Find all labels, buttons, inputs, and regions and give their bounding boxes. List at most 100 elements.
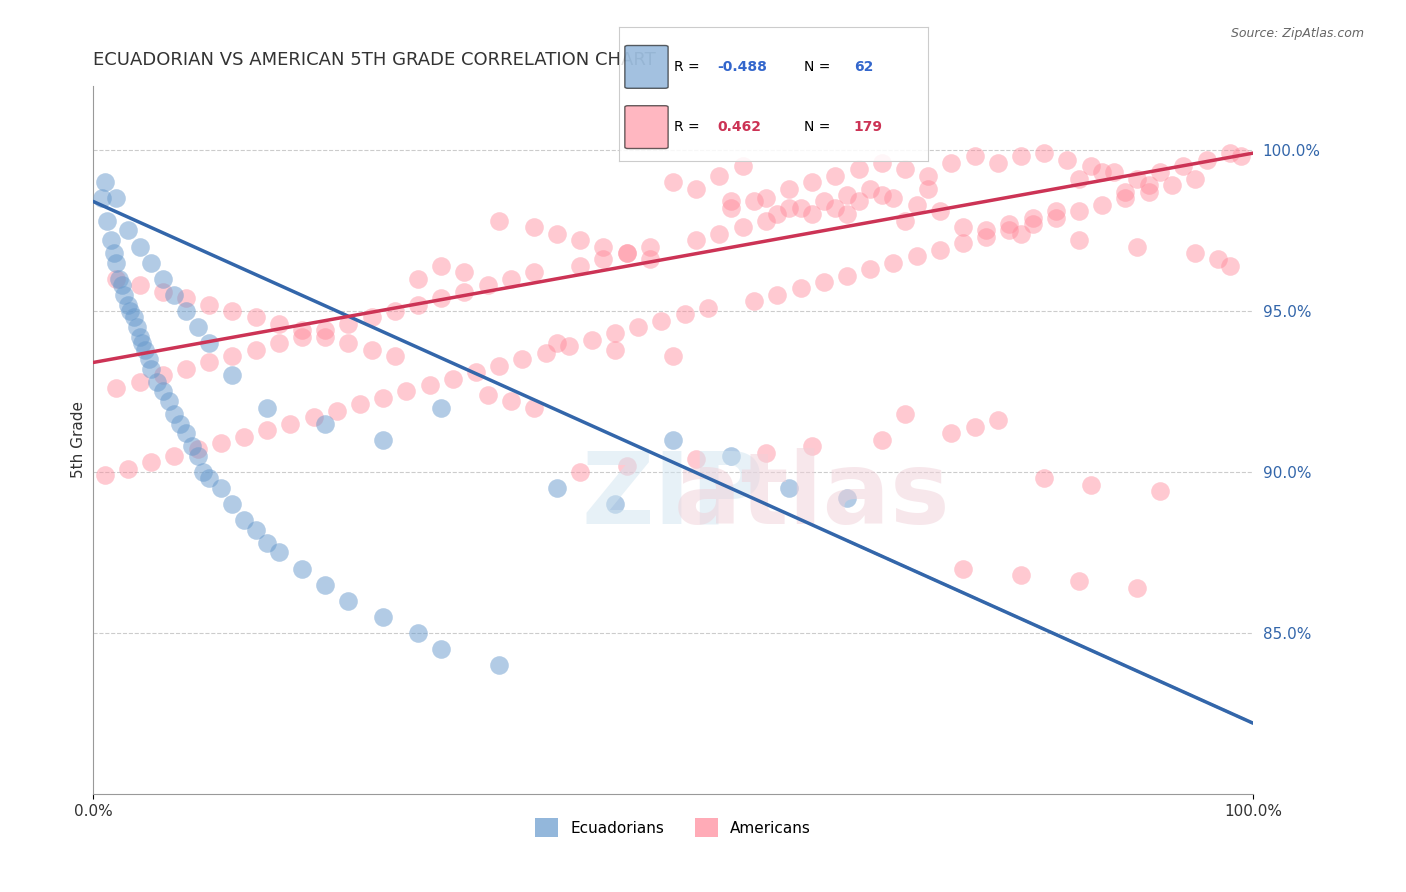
Point (477, 387, 499, 401)
Point (755, 214, 778, 228)
Text: 62: 62 (853, 60, 873, 74)
Point (267, 317, 290, 331)
Point (731, 159, 754, 173)
Point (974, 223, 997, 237)
Point (152, 285, 174, 299)
Point (430, 401, 453, 415)
Point (523, 401, 546, 415)
Point (1080, 159, 1102, 173)
Point (107, 271, 129, 285)
Point (105, 271, 128, 285)
Point (406, 297, 429, 311)
Text: R =: R = (675, 60, 704, 74)
Point (245, 523, 267, 537)
Point (685, 181, 707, 195)
Point (193, 465, 215, 479)
Point (406, 626, 429, 640)
Text: Source: ZipAtlas.com: Source: ZipAtlas.com (1230, 27, 1364, 40)
Point (221, 349, 243, 363)
Point (894, 162, 917, 177)
Point (742, 194, 765, 209)
Point (152, 368, 174, 383)
Point (917, 169, 939, 183)
Point (198, 355, 221, 369)
Point (569, 259, 592, 273)
Point (453, 265, 475, 279)
Point (638, 239, 661, 253)
Point (952, 236, 974, 251)
FancyBboxPatch shape (624, 45, 668, 88)
Point (928, 243, 950, 257)
Point (1067, 204, 1090, 219)
Point (221, 368, 243, 383)
FancyBboxPatch shape (624, 105, 668, 148)
Point (1091, 165, 1114, 179)
Point (488, 658, 510, 673)
Point (709, 227, 731, 241)
Point (673, 307, 696, 321)
Point (1067, 574, 1090, 589)
Point (360, 343, 382, 357)
Point (685, 233, 707, 247)
Point (894, 407, 917, 421)
Point (974, 230, 997, 244)
Point (163, 288, 186, 302)
Point (766, 207, 789, 221)
Point (720, 449, 742, 463)
Point (1219, 146, 1241, 161)
Point (152, 271, 174, 285)
Point (534, 346, 557, 360)
Point (477, 278, 499, 293)
Point (952, 561, 974, 575)
Point (103, 246, 125, 260)
Point (894, 214, 917, 228)
Text: 0.462: 0.462 (717, 120, 762, 134)
Point (117, 223, 139, 237)
Text: ECUADORIAN VS AMERICAN 5TH GRADE CORRELATION CHART: ECUADORIAN VS AMERICAN 5TH GRADE CORRELA… (93, 51, 657, 69)
Point (163, 407, 186, 421)
Point (616, 246, 638, 260)
Point (824, 169, 846, 183)
Point (395, 384, 418, 399)
Point (616, 458, 638, 473)
Point (1114, 191, 1136, 205)
Point (616, 246, 638, 260)
Point (569, 465, 592, 479)
Y-axis label: 5th Grade: 5th Grade (72, 401, 86, 478)
Point (766, 288, 789, 302)
Point (209, 436, 232, 450)
Point (337, 336, 360, 351)
Point (662, 175, 685, 189)
Point (360, 310, 382, 325)
Point (152, 384, 174, 399)
Point (120, 304, 142, 318)
Point (430, 291, 453, 305)
Point (859, 262, 882, 277)
Point (801, 207, 824, 221)
Point (882, 191, 904, 205)
Text: N =: N = (804, 60, 835, 74)
Point (1137, 185, 1160, 199)
Point (813, 194, 835, 209)
Text: 179: 179 (853, 120, 883, 134)
Point (1091, 197, 1114, 211)
Point (720, 194, 742, 209)
Point (835, 207, 858, 221)
Point (557, 339, 579, 353)
Point (314, 323, 336, 337)
Point (174, 362, 197, 376)
Point (245, 310, 267, 325)
Point (662, 433, 685, 447)
Point (134, 343, 156, 357)
Point (603, 343, 626, 357)
Point (499, 394, 522, 409)
Point (917, 181, 939, 195)
Point (835, 268, 858, 283)
Point (778, 201, 800, 215)
Point (499, 271, 522, 285)
Point (187, 449, 209, 463)
Point (384, 304, 406, 318)
Point (127, 320, 149, 334)
Point (96, 214, 118, 228)
Point (1010, 568, 1032, 582)
